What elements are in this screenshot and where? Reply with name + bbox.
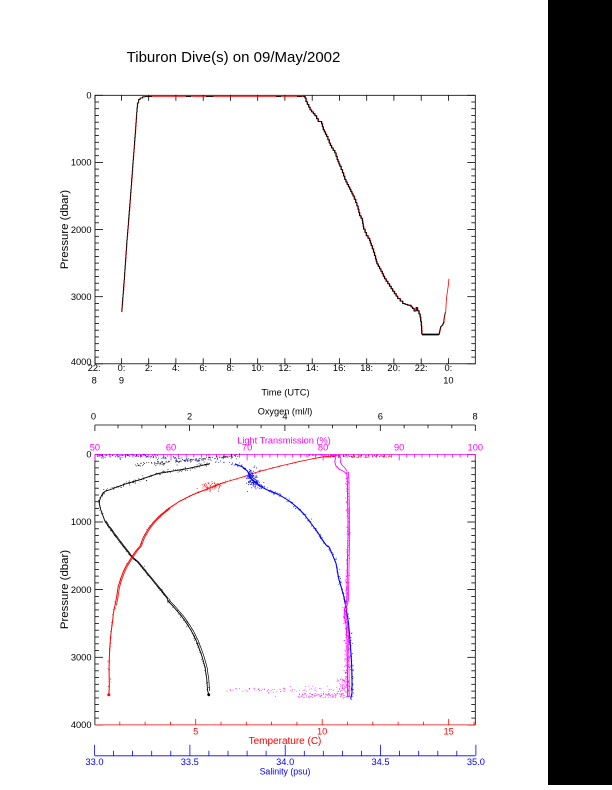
svg-text:3000: 3000 [71, 292, 92, 302]
svg-text:18:: 18: [360, 363, 373, 373]
svg-text:16:: 16: [333, 363, 346, 373]
svg-text:33.0: 33.0 [85, 757, 103, 767]
svg-text:34.5: 34.5 [371, 757, 389, 767]
svg-text:2:: 2: [145, 363, 153, 373]
svg-text:1000: 1000 [71, 158, 92, 168]
svg-text:8:: 8: [227, 363, 235, 373]
svg-text:8: 8 [92, 376, 97, 386]
svg-text:6: 6 [378, 412, 383, 422]
svg-text:5: 5 [193, 727, 198, 737]
svg-text:8: 8 [473, 412, 478, 422]
svg-text:2: 2 [187, 412, 192, 422]
svg-text:10: 10 [443, 376, 453, 386]
svg-text:1000: 1000 [71, 517, 92, 527]
svg-text:90: 90 [394, 443, 404, 453]
svg-text:22:: 22: [88, 363, 101, 373]
svg-text:10: 10 [317, 727, 327, 737]
svg-text:4: 4 [282, 412, 287, 422]
svg-text:Pressure (dbar): Pressure (dbar) [59, 190, 71, 269]
svg-text:0: 0 [86, 91, 91, 101]
svg-text:15: 15 [444, 727, 454, 737]
svg-text:Temperature (C): Temperature (C) [249, 736, 322, 747]
svg-text:22:: 22: [415, 363, 428, 373]
svg-text:10:: 10: [251, 363, 264, 373]
svg-text:0: 0 [86, 450, 91, 460]
svg-text:80: 80 [318, 443, 328, 453]
svg-text:Light Transmission (%): Light Transmission (%) [237, 436, 330, 446]
svg-text:70: 70 [242, 443, 252, 453]
svg-text:0:: 0: [445, 363, 453, 373]
svg-text:Time (UTC): Time (UTC) [261, 387, 309, 397]
svg-text:Oxygen (ml/l): Oxygen (ml/l) [258, 406, 313, 416]
svg-text:6:: 6: [199, 363, 207, 373]
svg-text:14:: 14: [306, 363, 319, 373]
svg-text:9: 9 [119, 376, 124, 386]
svg-text:50: 50 [90, 443, 100, 453]
svg-text:2000: 2000 [71, 585, 92, 595]
svg-text:100: 100 [468, 443, 484, 453]
svg-text:4:: 4: [172, 363, 180, 373]
svg-text:4000: 4000 [71, 357, 92, 367]
svg-text:35.0: 35.0 [467, 757, 485, 767]
svg-text:34.0: 34.0 [276, 757, 294, 767]
svg-text:0:: 0: [118, 363, 126, 373]
svg-text:12:: 12: [278, 363, 291, 373]
svg-text:20:: 20: [387, 363, 400, 373]
svg-text:33.5: 33.5 [181, 757, 199, 767]
svg-text:60: 60 [166, 443, 176, 453]
svg-text:2000: 2000 [71, 225, 92, 235]
svg-text:Salinity (psu): Salinity (psu) [260, 767, 311, 777]
svg-text:Pressure (dbar): Pressure (dbar) [59, 550, 71, 629]
svg-text:4000: 4000 [71, 720, 92, 730]
svg-text:0: 0 [91, 412, 96, 422]
svg-text:Tiburon Dive(s) on 09/May/2002: Tiburon Dive(s) on 09/May/2002 [127, 49, 341, 66]
svg-text:3000: 3000 [71, 653, 92, 663]
